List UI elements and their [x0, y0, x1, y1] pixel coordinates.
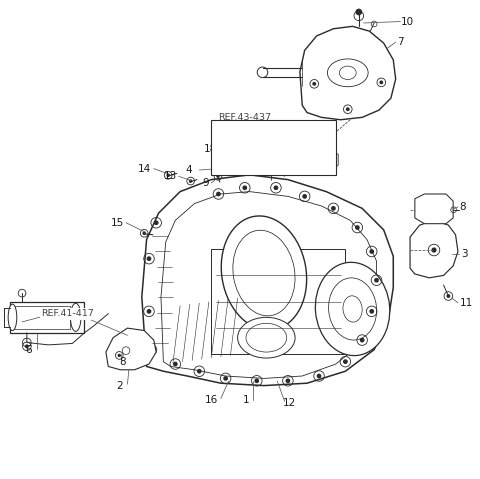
Polygon shape — [106, 328, 156, 370]
Text: 8: 8 — [120, 357, 126, 366]
Text: 13: 13 — [164, 171, 177, 181]
Circle shape — [25, 344, 29, 348]
Circle shape — [216, 192, 221, 196]
Bar — [12, 306, 70, 329]
Text: 4: 4 — [185, 165, 192, 175]
Polygon shape — [415, 194, 453, 224]
Circle shape — [242, 185, 247, 190]
Polygon shape — [410, 220, 458, 278]
Circle shape — [446, 294, 450, 298]
Text: 7: 7 — [397, 37, 404, 47]
Circle shape — [269, 134, 273, 137]
Circle shape — [317, 374, 322, 378]
Ellipse shape — [221, 216, 307, 330]
Circle shape — [274, 185, 278, 190]
Circle shape — [355, 9, 362, 15]
Circle shape — [167, 173, 170, 177]
Circle shape — [432, 248, 437, 252]
Text: REF.43-437: REF.43-437 — [218, 113, 303, 134]
Text: 2: 2 — [116, 381, 123, 390]
Circle shape — [189, 179, 192, 183]
Circle shape — [312, 82, 316, 86]
Circle shape — [254, 378, 259, 383]
Circle shape — [143, 231, 146, 235]
Text: 1: 1 — [243, 395, 250, 405]
Bar — [211, 249, 346, 354]
Circle shape — [331, 206, 336, 211]
Text: 17: 17 — [243, 154, 257, 164]
Circle shape — [264, 159, 271, 165]
Circle shape — [369, 249, 374, 254]
Text: 10: 10 — [400, 17, 414, 26]
Circle shape — [154, 220, 158, 225]
Ellipse shape — [8, 304, 17, 331]
Circle shape — [118, 354, 121, 357]
Circle shape — [216, 174, 220, 178]
Circle shape — [197, 369, 202, 374]
Text: 5: 5 — [271, 146, 278, 155]
Circle shape — [360, 338, 364, 342]
Text: 14: 14 — [138, 164, 151, 173]
Circle shape — [146, 256, 151, 261]
Circle shape — [355, 225, 360, 230]
Text: 6: 6 — [25, 345, 32, 354]
Ellipse shape — [315, 262, 390, 355]
Bar — [10, 302, 84, 333]
Circle shape — [343, 359, 348, 364]
Circle shape — [379, 80, 383, 84]
Ellipse shape — [339, 66, 356, 80]
Circle shape — [223, 376, 228, 381]
Circle shape — [374, 278, 379, 283]
Circle shape — [369, 309, 374, 314]
Text: REF.41-417: REF.41-417 — [41, 309, 94, 318]
Bar — [211, 120, 336, 175]
Circle shape — [173, 362, 178, 366]
Text: 18: 18 — [310, 157, 323, 167]
Text: 16: 16 — [205, 395, 218, 405]
Circle shape — [302, 194, 307, 199]
Circle shape — [269, 156, 273, 160]
Text: 18: 18 — [204, 145, 217, 154]
Ellipse shape — [71, 303, 81, 331]
Circle shape — [146, 309, 151, 314]
Circle shape — [149, 347, 154, 352]
Text: 9: 9 — [202, 178, 209, 188]
Circle shape — [346, 107, 350, 111]
Ellipse shape — [238, 318, 295, 358]
Text: 3: 3 — [461, 249, 468, 259]
Ellipse shape — [257, 67, 268, 78]
Circle shape — [286, 378, 290, 383]
Polygon shape — [300, 26, 396, 120]
Text: 11: 11 — [459, 298, 473, 308]
Text: 12: 12 — [283, 399, 296, 408]
Polygon shape — [142, 175, 393, 386]
Text: 15: 15 — [111, 218, 124, 228]
Text: 8: 8 — [459, 202, 466, 212]
